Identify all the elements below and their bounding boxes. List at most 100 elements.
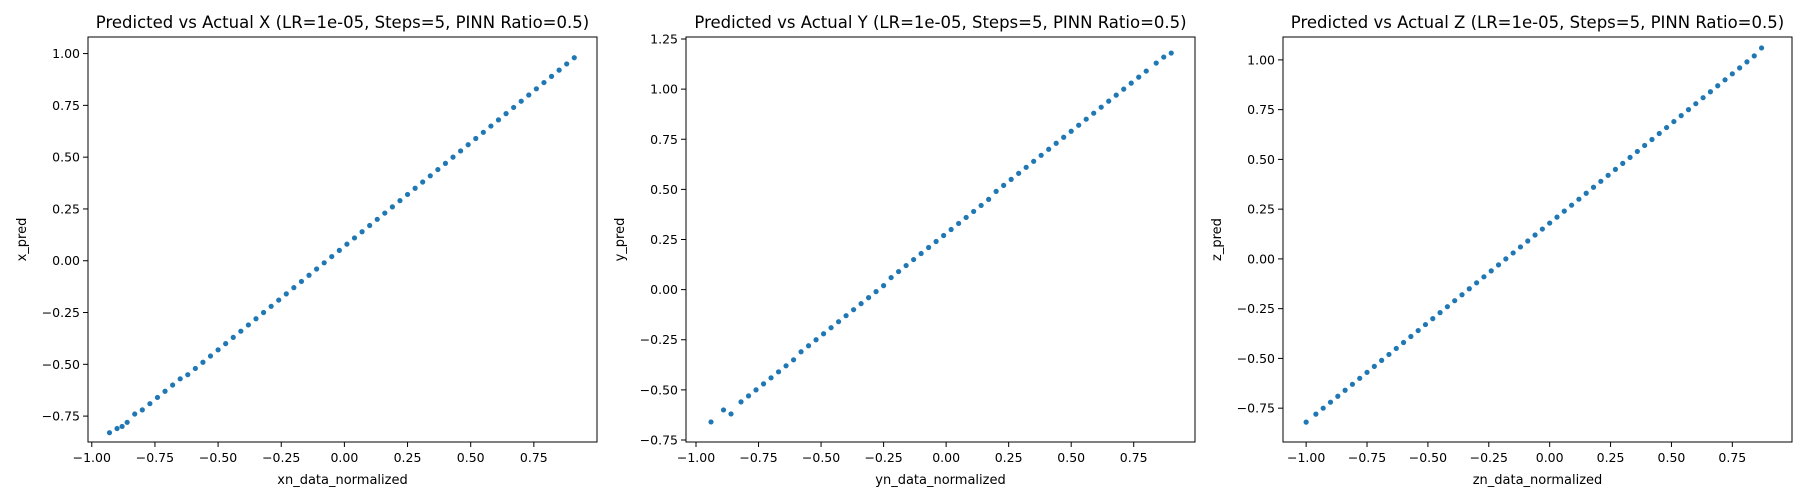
data-point	[1656, 130, 1662, 137]
data-point	[843, 313, 849, 319]
data-point	[548, 73, 555, 79]
subplot-y: Predicted vs Actual Y (LR=1e-05, Steps=5…	[613, 13, 1196, 488]
y-tick-label: 1.00	[1247, 52, 1275, 67]
data-point	[790, 357, 797, 363]
y-tick-label: 0.75	[52, 98, 80, 113]
data-point	[896, 268, 902, 275]
data-point	[1083, 116, 1089, 122]
data-point	[1744, 59, 1750, 65]
data-point	[1076, 122, 1082, 128]
data-point	[1408, 333, 1414, 340]
y-tick-label: 0.75	[1247, 102, 1275, 117]
data-point	[948, 226, 954, 233]
y-tick-label: 0.50	[52, 150, 80, 165]
data-point	[435, 166, 441, 173]
subplot-x: Predicted vs Actual X (LR=1e-05, Steps=5…	[15, 13, 598, 488]
data-point	[888, 274, 894, 281]
data-point	[344, 241, 350, 247]
data-point	[1121, 86, 1127, 92]
data-point	[1663, 124, 1670, 131]
data-point	[185, 372, 191, 378]
data-point	[918, 250, 924, 257]
data-point	[427, 173, 433, 179]
data-point	[503, 111, 509, 117]
data-point	[1678, 113, 1684, 119]
data-point	[903, 262, 909, 269]
data-point	[1495, 262, 1502, 268]
data-point	[1474, 280, 1480, 286]
data-point	[1554, 214, 1560, 220]
data-point	[124, 419, 130, 425]
data-point	[858, 301, 864, 307]
data-point	[745, 393, 752, 399]
y-tick-label: −0.50	[1237, 351, 1275, 366]
data-point	[1671, 118, 1677, 125]
data-point	[1444, 304, 1450, 310]
data-point	[200, 359, 206, 365]
x-tick-label: −0.50	[802, 450, 840, 465]
data-point	[1023, 164, 1029, 170]
data-point	[850, 307, 857, 313]
y-tick-label: −0.25	[42, 305, 80, 320]
data-point	[798, 349, 804, 355]
data-point	[480, 129, 486, 135]
data-point	[881, 283, 887, 289]
data-point	[1539, 226, 1545, 232]
data-point	[556, 67, 562, 73]
chart-title-x: Predicted vs Actual X (LR=1e-05, Steps=5…	[96, 13, 589, 32]
data-point	[753, 387, 759, 393]
y-tick-label: −0.50	[640, 382, 678, 397]
y-tick-label: 0.50	[650, 182, 678, 197]
data-point	[783, 363, 789, 369]
data-point	[1393, 345, 1399, 352]
data-point	[1452, 298, 1458, 304]
data-point	[1693, 101, 1699, 107]
data-point	[1379, 357, 1385, 363]
y-tick-label: 0.75	[650, 132, 678, 147]
data-point	[1488, 268, 1494, 274]
data-point	[351, 235, 358, 241]
scatter-series-x	[106, 55, 577, 436]
data-point	[1437, 310, 1443, 316]
data-point	[1561, 208, 1567, 214]
data-point	[1091, 110, 1097, 116]
data-point	[359, 229, 365, 235]
data-point	[1700, 95, 1706, 101]
data-point	[223, 341, 229, 347]
data-point	[1327, 399, 1334, 405]
data-point	[1758, 45, 1765, 51]
data-point	[820, 331, 827, 337]
data-point	[564, 61, 570, 67]
data-point	[1430, 316, 1436, 322]
data-point	[1466, 286, 1472, 292]
x-tick-label: 0.25	[995, 450, 1023, 465]
data-point	[1605, 172, 1611, 178]
data-point	[1620, 160, 1626, 166]
x-tick-label: 0.00	[1536, 450, 1564, 465]
x-tick-label: 0.50	[1057, 450, 1085, 465]
y-tick-label: 1.00	[650, 82, 678, 97]
data-point	[1031, 158, 1037, 164]
data-point	[541, 79, 547, 86]
data-point	[1459, 292, 1465, 298]
scatter-series-z	[1303, 45, 1765, 425]
data-point	[162, 388, 168, 394]
x-tick-label: 0.50	[457, 450, 485, 465]
data-point	[114, 425, 120, 432]
data-point	[170, 382, 176, 388]
data-point	[1106, 98, 1112, 104]
data-point	[1517, 244, 1524, 250]
x-tick-label: −0.50	[1409, 450, 1447, 465]
data-point	[1525, 238, 1531, 244]
data-point	[1168, 50, 1174, 56]
data-point	[389, 204, 395, 210]
data-point	[1335, 393, 1341, 399]
data-point	[1612, 166, 1619, 172]
data-point	[941, 232, 947, 239]
data-point	[526, 92, 532, 98]
data-point	[933, 238, 939, 245]
data-point	[1153, 60, 1159, 66]
data-point	[720, 407, 727, 413]
